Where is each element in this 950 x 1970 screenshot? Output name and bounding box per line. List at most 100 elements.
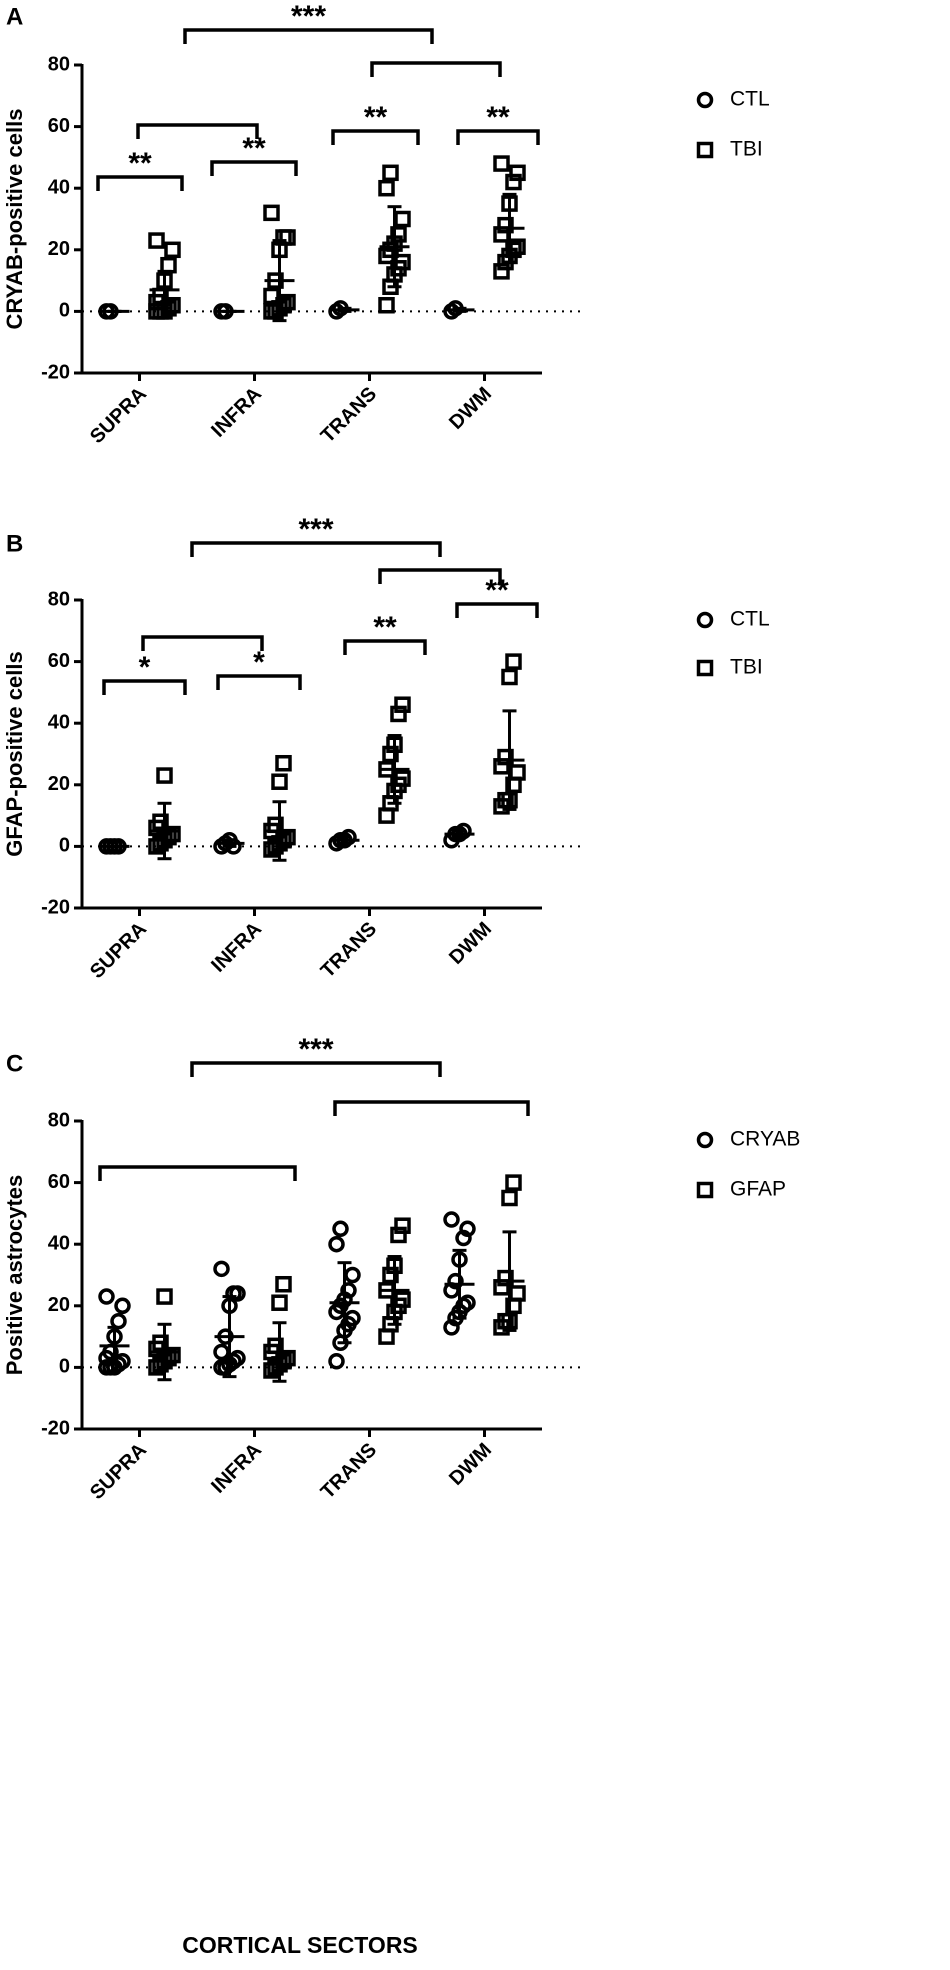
y-axis-label: Positive astrocytes (2, 1175, 27, 1376)
data-point (148, 232, 165, 249)
data-point (394, 1217, 411, 1234)
data-point (271, 1294, 288, 1311)
data-point (443, 1211, 460, 1228)
significance-label: * (139, 651, 151, 684)
x-tick-label: TRANS (317, 1439, 381, 1503)
data-point (152, 813, 169, 831)
data-point (229, 1285, 246, 1302)
significance-bracket (102, 679, 187, 695)
significance-label: ** (373, 611, 397, 644)
legend-label: GFAP (730, 1178, 786, 1201)
data-point (156, 767, 173, 784)
data-point (275, 831, 292, 849)
data-point (493, 263, 510, 280)
data-point (271, 773, 288, 790)
x-tick-label: DWM (445, 383, 496, 434)
data-point (497, 216, 514, 234)
legend-label: TBI (730, 138, 763, 161)
x-tick-label: INFRA (207, 1439, 266, 1498)
data-point (493, 155, 510, 172)
data-point (328, 1352, 345, 1370)
x-tick-label: DWM (445, 918, 496, 969)
significance-bracket (96, 175, 184, 191)
data-point (263, 204, 280, 222)
data-point (382, 164, 399, 182)
x-tick-label: INFRA (207, 383, 266, 442)
data-point (497, 748, 514, 766)
data-point (340, 1282, 357, 1299)
legend-marker (696, 141, 714, 159)
significance-label: ** (486, 101, 510, 134)
y-tick-label: 80 (48, 588, 70, 610)
data-point (505, 173, 522, 191)
data-point (114, 1297, 131, 1315)
legend-label: CTL (730, 88, 770, 111)
x-tick-label: TRANS (317, 918, 381, 982)
data-point (505, 241, 522, 259)
data-point (98, 1288, 115, 1305)
data-point (164, 241, 181, 259)
legend-marker (696, 1181, 714, 1199)
significance-bracket (370, 61, 502, 77)
y-tick-label: -20 (41, 896, 70, 918)
significance-bracket (141, 635, 264, 651)
significance-bracket (378, 568, 502, 584)
data-point (378, 179, 395, 197)
significance-label: *** (298, 513, 333, 546)
significance-bracket (190, 541, 442, 557)
panel-letter: B (6, 530, 23, 557)
data-point (382, 745, 399, 763)
data-point (505, 653, 522, 670)
y-tick-label: 80 (48, 53, 70, 75)
significance-label: ** (364, 101, 388, 134)
significance-bracket (455, 602, 539, 618)
data-point (275, 1352, 292, 1370)
significance-bracket (190, 1061, 442, 1077)
significance-label: *** (291, 0, 326, 33)
data-point (501, 1189, 518, 1207)
y-tick-label: 80 (48, 1109, 70, 1131)
significance-bracket (331, 129, 420, 145)
data-point (156, 1288, 173, 1305)
data-point (390, 1226, 407, 1244)
significance-label: * (253, 646, 265, 679)
y-tick-label: 0 (59, 300, 70, 322)
data-point (275, 1275, 292, 1293)
x-axis-label: CORTICAL SECTORS (182, 1932, 418, 1958)
significance-bracket (210, 160, 298, 176)
significance-bracket (136, 123, 259, 139)
significance-label: ** (128, 147, 152, 180)
data-point (394, 696, 411, 713)
data-point (505, 1174, 522, 1191)
significance-bracket (183, 28, 434, 44)
y-tick-label: 0 (59, 1356, 70, 1378)
y-tick-label: 40 (48, 711, 70, 733)
significance-label: *** (298, 1033, 333, 1066)
data-point (332, 1220, 349, 1238)
data-point (493, 1279, 510, 1296)
legend-label: TBI (730, 656, 763, 679)
data-point (509, 164, 526, 182)
x-tick-label: TRANS (317, 383, 381, 447)
y-axis-label: CRYAB-positive cells (2, 109, 27, 330)
legend-marker (696, 91, 714, 109)
data-point (152, 1334, 169, 1352)
x-tick-label: SUPRA (86, 1439, 151, 1504)
panel-letter: A (6, 3, 23, 30)
data-point (459, 1220, 476, 1238)
significance-bracket (216, 674, 302, 690)
data-point (344, 1266, 361, 1284)
x-tick-label: SUPRA (86, 918, 151, 983)
significance-bracket (333, 1100, 530, 1116)
data-point (390, 705, 407, 723)
data-point (497, 1269, 514, 1287)
legend-label: CRYAB (730, 1128, 800, 1151)
y-axis-label: GFAP-positive cells (2, 651, 27, 856)
data-point (390, 226, 407, 243)
legend-marker (696, 1131, 714, 1149)
data-point (213, 1343, 230, 1361)
data-point (382, 1266, 399, 1284)
x-tick-label: DWM (445, 1439, 496, 1490)
